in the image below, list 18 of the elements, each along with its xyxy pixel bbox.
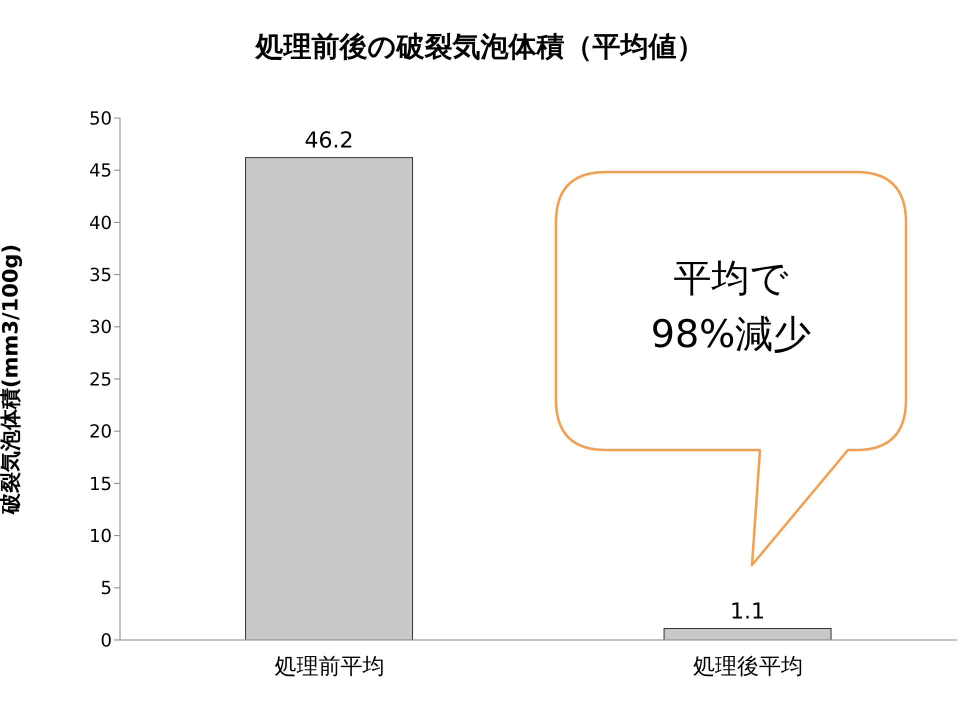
chart-title: 処理前後の破裂気泡体積（平均値）: [254, 29, 706, 65]
y-tick-label: 40: [89, 212, 112, 234]
y-tick-label: 35: [89, 264, 112, 286]
y-tick-label: 25: [89, 369, 112, 390]
y-tick-label: 15: [89, 474, 112, 495]
y-tick-label: 30: [89, 317, 112, 338]
x-tick-label: 処理後平均: [692, 654, 803, 680]
x-tick-label: 処理前平均: [274, 654, 384, 680]
y-tick-label: 45: [89, 160, 112, 182]
y-tick-label: 50: [89, 108, 112, 130]
y-tick-label: 5: [100, 578, 112, 600]
annotation: 平均で 98%減少: [650, 255, 812, 358]
data-label: 46.2: [304, 128, 354, 154]
y-axis-title: 破裂気泡体積(mm3/100g): [0, 244, 22, 516]
y-tick-label: 20: [89, 422, 112, 443]
y-tick-label: 10: [89, 526, 112, 547]
data-label: 1.1: [730, 600, 766, 625]
y-tick-label: 0: [100, 630, 112, 652]
